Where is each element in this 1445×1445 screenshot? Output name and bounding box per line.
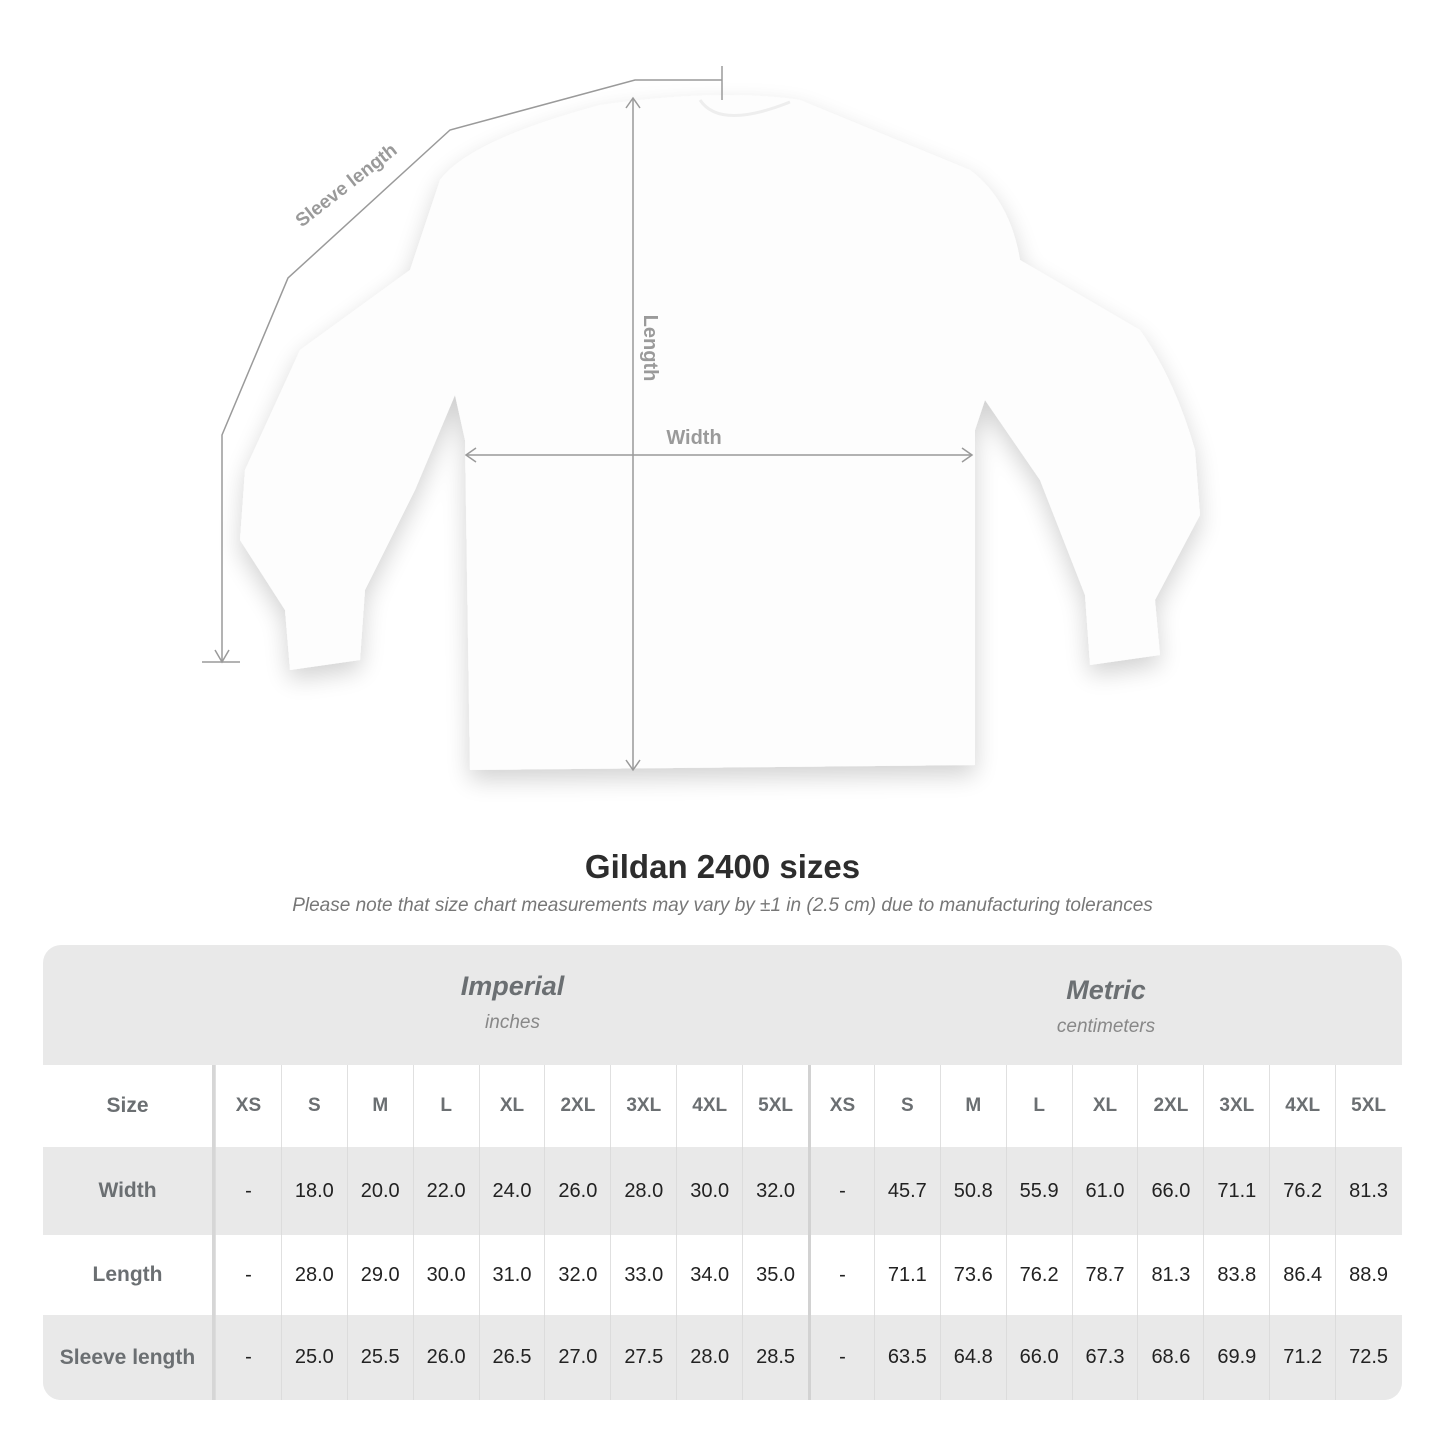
value-cell-imperial: 18.0	[280, 1147, 347, 1235]
value-cell-imperial: 32.0	[544, 1235, 610, 1315]
value-cell-imperial: 25.0	[280, 1315, 347, 1400]
value-cell-imperial: 34.0	[676, 1235, 742, 1315]
value-cell-metric: 66.0	[1137, 1147, 1203, 1235]
value-cell-metric: 63.5	[873, 1315, 940, 1400]
table-row: Length -28.0 29.0 30.0 31.0 32.0 33.0 34.0 35.0-…	[43, 1235, 1402, 1315]
value-cell-imperial: 30.0	[676, 1147, 742, 1235]
value-cell-metric: 68.6	[1137, 1315, 1203, 1400]
size-header-row: Size XS S M L XL 2XL 3XL 4XL 5XL XS S M L XL 2XL 3XL 4XL 5…	[43, 1065, 1402, 1147]
value-cell-metric: 81.3	[1335, 1147, 1401, 1235]
page-title: Gildan 2400 sizes	[584, 848, 861, 885]
length-label: Length	[639, 315, 661, 382]
value-cell-imperial: 22.0	[412, 1147, 479, 1235]
value-cell-metric: 61.0	[1071, 1147, 1138, 1235]
value-cell-imperial: 25.5	[346, 1315, 413, 1400]
size-header-metric: XL	[1071, 1065, 1138, 1147]
size-table: Imperial inches Metric centimeters Size X…	[43, 945, 1402, 1400]
value-cell-metric: 45.7	[873, 1147, 940, 1235]
size-header-imperial: L	[412, 1065, 479, 1147]
value-cell-imperial: -	[215, 1147, 281, 1235]
table-row: Width -18.0 20.0 22.0 24.0 26.0 28.0 30.0 32.0-4…	[43, 1147, 1402, 1235]
value-cell-imperial: -	[215, 1315, 281, 1400]
size-header-imperial: 5XL	[742, 1065, 808, 1147]
table-row: Sleeve length -25.0 25.5 26.0 26.5 27.0 27.5 28…	[43, 1315, 1402, 1400]
row-label: Width	[43, 1147, 215, 1235]
value-cell-metric: 86.4	[1269, 1235, 1335, 1315]
value-cell-imperial: 29.0	[346, 1235, 413, 1315]
value-cell-metric: 64.8	[939, 1315, 1006, 1400]
value-cell-imperial: 26.0	[544, 1147, 610, 1235]
value-cell-imperial: 27.0	[544, 1315, 610, 1400]
metric-label: Metric	[1066, 975, 1146, 1005]
value-cell-metric: 72.5	[1335, 1315, 1401, 1400]
size-header-imperial: S	[280, 1065, 347, 1147]
value-cell-imperial: 26.5	[478, 1315, 545, 1400]
shirt-shape	[240, 95, 1200, 770]
value-cell-metric: -	[808, 1147, 874, 1235]
value-cell-metric: 71.2	[1269, 1315, 1335, 1400]
size-header-imperial: 4XL	[676, 1065, 742, 1147]
value-cell-imperial: 32.0	[742, 1147, 808, 1235]
value-cell-imperial: 27.5	[610, 1315, 676, 1400]
value-cell-metric: -	[808, 1235, 874, 1315]
size-header-metric: 3XL	[1203, 1065, 1269, 1147]
value-cell-metric: 71.1	[1203, 1147, 1269, 1235]
value-cell-metric: -	[808, 1315, 874, 1400]
size-header-metric: 2XL	[1137, 1065, 1203, 1147]
row-label: Sleeve length	[43, 1315, 215, 1400]
value-cell-imperial: 24.0	[478, 1147, 545, 1235]
value-cell-metric: 88.9	[1335, 1235, 1401, 1315]
value-cell-metric: 73.6	[939, 1235, 1006, 1315]
value-cell-metric: 81.3	[1137, 1235, 1203, 1315]
width-measure-line	[464, 447, 974, 463]
row-label: Length	[43, 1235, 215, 1315]
size-header-imperial: 2XL	[544, 1065, 610, 1147]
size-header-metric: XS	[808, 1065, 874, 1147]
value-cell-metric: 83.8	[1203, 1235, 1269, 1315]
value-cell-metric: 78.7	[1071, 1235, 1138, 1315]
value-cell-metric: 55.9	[1005, 1147, 1072, 1235]
size-label: Size	[43, 1065, 215, 1147]
value-cell-imperial: 33.0	[610, 1235, 676, 1315]
value-cell-metric: 66.0	[1005, 1315, 1072, 1400]
size-header-imperial: XL	[478, 1065, 545, 1147]
size-header-metric: 4XL	[1269, 1065, 1335, 1147]
value-cell-imperial: 31.0	[478, 1235, 545, 1315]
size-header-metric: S	[873, 1065, 940, 1147]
imperial-unit: inches	[485, 1012, 540, 1033]
value-cell-imperial: 26.0	[412, 1315, 479, 1400]
value-cell-metric: 69.9	[1203, 1315, 1269, 1400]
value-cell-imperial: 35.0	[742, 1235, 808, 1315]
value-cell-imperial: 30.0	[412, 1235, 479, 1315]
value-cell-metric: 67.3	[1071, 1315, 1138, 1400]
width-label: Width	[666, 427, 721, 449]
value-cell-metric: 76.2	[1269, 1147, 1335, 1235]
value-cell-metric: 50.8	[939, 1147, 1006, 1235]
tolerance-note: Please note that size chart measurements…	[292, 895, 1153, 916]
value-cell-imperial: 28.0	[280, 1235, 347, 1315]
sleeve-length-label: Sleeve length	[292, 140, 401, 232]
size-header-imperial: M	[346, 1065, 413, 1147]
value-cell-imperial: -	[215, 1235, 281, 1315]
size-header-imperial: XS	[215, 1065, 281, 1147]
sleeve-measure-line	[202, 66, 723, 664]
value-cell-imperial: 20.0	[346, 1147, 413, 1235]
imperial-label: Imperial	[460, 971, 565, 1001]
size-header-metric: M	[939, 1065, 1006, 1147]
value-cell-imperial: 28.5	[742, 1315, 808, 1400]
shirt-diagram: Sleeve length Length Width	[202, 66, 1200, 772]
value-cell-imperial: 28.0	[610, 1147, 676, 1235]
metric-unit: centimeters	[1056, 1016, 1156, 1037]
value-cell-metric: 76.2	[1005, 1235, 1072, 1315]
size-header-metric: L	[1005, 1065, 1072, 1147]
length-measure-line	[625, 96, 641, 772]
value-cell-imperial: 28.0	[676, 1315, 742, 1400]
size-header-imperial: 3XL	[610, 1065, 676, 1147]
imperial-header: Imperial inches	[215, 945, 810, 1065]
value-cell-metric: 71.1	[873, 1235, 940, 1315]
size-header-metric: 5XL	[1335, 1065, 1401, 1147]
metric-header: Metric centimeters	[810, 945, 1402, 1065]
